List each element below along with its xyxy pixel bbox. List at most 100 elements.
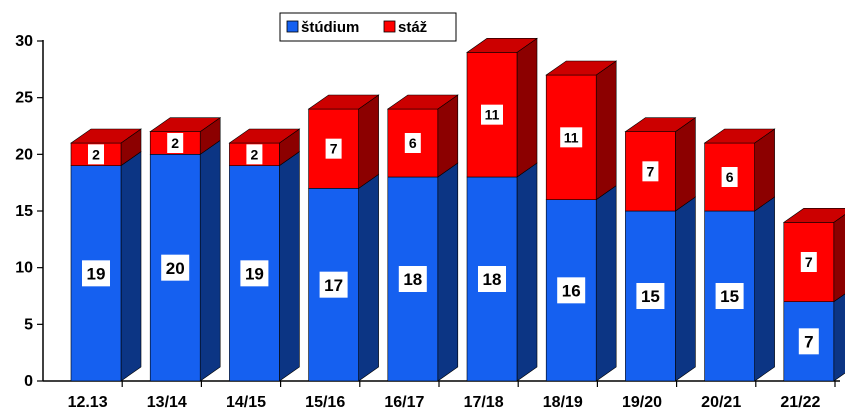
bar-segment-staz [624, 117, 697, 212]
data-label-box [721, 167, 738, 187]
bar-top-face [70, 128, 142, 144]
data-label-text: 7 [330, 141, 338, 157]
bar-top-face [149, 117, 222, 132]
bar-top-face [703, 128, 776, 144]
data-label-staz: 6 [721, 167, 738, 187]
data-label-staz: 2 [88, 144, 104, 165]
legend-swatch-studium [286, 20, 299, 33]
y-tick-label: 30 [15, 33, 33, 50]
bar-side-face [437, 162, 459, 382]
chart-legend: štúdium stáž [279, 12, 457, 42]
data-label-box [161, 254, 190, 281]
data-label-box [481, 104, 503, 125]
chart-data-labels: 19 2 20 2 19 2 17 7 18 6 18 11 16 11 15 7 15 6 7 7 [82, 104, 819, 355]
data-label-staz: 11 [481, 104, 503, 125]
legend-label-staz: stáž [398, 19, 427, 36]
data-label-studium: 19 [240, 260, 269, 287]
data-label-box [325, 138, 342, 159]
data-label-box [246, 144, 263, 165]
x-tick-label: 17/18 [464, 394, 504, 410]
bar-side-face [833, 293, 845, 382]
data-label-box [800, 252, 817, 272]
data-label-staz: 11 [560, 127, 583, 148]
data-label-studium: 18 [478, 266, 506, 292]
x-tick-label: 13/14 [147, 394, 187, 410]
data-label-studium: 7 [798, 328, 819, 355]
bar-segment-staz [307, 94, 380, 189]
data-label-box [642, 161, 659, 182]
data-label-box [636, 283, 665, 309]
x-tick-label: 21/22 [780, 394, 820, 410]
bar-side-face [279, 151, 300, 382]
bar-side-face [516, 37, 538, 178]
bar-segment-staz [545, 60, 618, 201]
x-tick-label: 16/17 [384, 394, 424, 410]
data-label-text: 6 [726, 169, 734, 185]
x-tick-label: 19/20 [622, 394, 662, 410]
bar-segment-staz [386, 94, 459, 178]
bar-side-face [120, 151, 142, 382]
bar-segment-studium [149, 139, 221, 382]
data-label-text: 20 [166, 259, 185, 278]
bar-side-face [595, 60, 617, 201]
data-label-text: 11 [485, 107, 500, 123]
data-label-box [478, 266, 506, 292]
data-label-staz: 6 [404, 133, 421, 153]
data-label-box [240, 260, 269, 287]
data-label-box [404, 133, 421, 153]
data-label-text: 2 [92, 146, 100, 162]
data-label-studium: 15 [715, 283, 744, 309]
data-label-staz: 2 [246, 144, 263, 165]
data-label-box [167, 133, 184, 153]
bar-top-face [386, 94, 459, 110]
y-tick-label: 25 [15, 90, 33, 107]
data-label-staz: 7 [800, 252, 817, 272]
bar-side-face [675, 196, 696, 382]
data-label-text: 2 [171, 135, 179, 151]
data-label-box [557, 277, 586, 304]
data-label-studium: 16 [557, 277, 586, 304]
data-label-box [82, 260, 110, 287]
x-tick-label: 15/16 [305, 394, 345, 410]
data-label-box [398, 266, 427, 292]
y-tick-label: 15 [15, 203, 33, 220]
data-label-text: 17 [324, 276, 343, 295]
bar-side-face [358, 173, 379, 382]
bar-side-face [754, 128, 775, 212]
data-label-text: 7 [647, 163, 655, 179]
y-tick-label: 20 [15, 146, 33, 163]
data-label-staz: 7 [325, 138, 342, 159]
data-label-studium: 20 [161, 254, 190, 281]
y-tick-label: 5 [24, 316, 33, 333]
data-label-text: 6 [409, 135, 417, 151]
bar-side-face [833, 214, 845, 303]
bar-top-face [466, 38, 538, 53]
data-label-box [88, 144, 104, 165]
data-label-staz: 2 [167, 133, 184, 153]
bar-side-face [516, 162, 538, 382]
x-tick-label: 12.13 [68, 394, 108, 410]
bar-side-face [754, 196, 775, 382]
bar-segment-studium [387, 162, 459, 382]
data-label-text: 16 [562, 281, 581, 300]
bar-top-face [624, 117, 697, 132]
x-tick-label: 20/21 [701, 394, 741, 410]
data-label-text: 18 [483, 270, 502, 289]
bar-segment-staz [782, 208, 845, 303]
legend-label-studium: štúdium [301, 19, 359, 36]
data-label-box [560, 127, 583, 148]
data-label-text: 19 [87, 264, 106, 283]
x-tick-label: 18/19 [543, 394, 583, 410]
data-label-text: 7 [805, 254, 813, 270]
data-label-text: 15 [720, 287, 739, 306]
data-label-text: 18 [403, 270, 422, 289]
bar-side-face [675, 117, 696, 212]
chart-bars [70, 37, 845, 382]
data-label-studium: 19 [82, 260, 110, 287]
bar-top-face [545, 60, 618, 76]
y-tick-label: 10 [15, 260, 33, 277]
legend-swatch-staz [383, 20, 396, 33]
data-label-box [715, 283, 744, 309]
bar-top-face [782, 208, 845, 223]
